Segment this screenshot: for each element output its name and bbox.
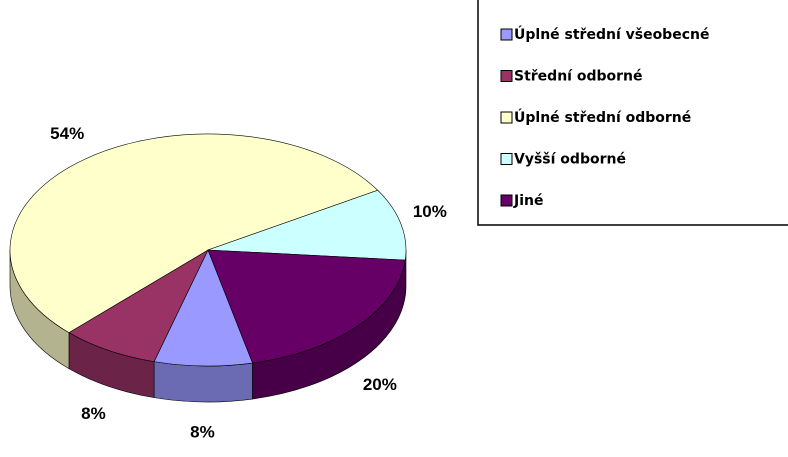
data-label: 8% [81,404,106,423]
legend-label: Úplné střední všeobecné [514,25,709,43]
data-label: 20% [363,375,397,394]
legend-label: Střední odborné [514,69,642,85]
legend: Úplné střední všeobecné Střední odborné Úp… [500,25,709,209]
legend-swatch [500,70,513,82]
slice [207,249,406,364]
legend-swatch [500,111,513,124]
slice [153,249,253,367]
legend-frame [477,0,788,226]
slice [207,189,407,261]
legend-swatch [500,194,513,207]
slice [9,133,379,333]
data-label: 10% [413,202,447,221]
slice-side [153,361,253,403]
legend-label: Jiné [513,193,543,209]
pie: 8% 8% 54% 10% 20% [9,124,447,442]
legend-swatch [500,28,513,41]
slice [68,249,209,362]
data-label: 8% [190,423,215,442]
data-label: 54% [50,124,84,143]
legend-label: Úplné střední odborné [514,108,691,126]
legend-label: Vyšší odborné [514,152,626,168]
legend-swatch [500,153,513,165]
